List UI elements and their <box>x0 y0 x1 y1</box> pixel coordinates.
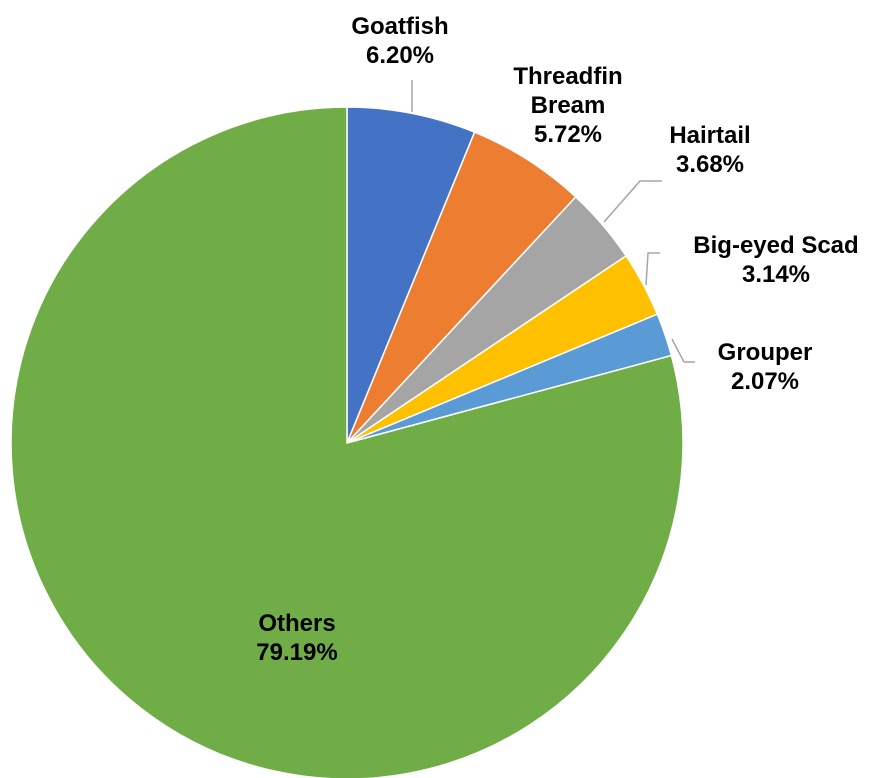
slice-label-others: Others 79.19% <box>256 610 337 666</box>
pie-slice-others <box>10 106 684 778</box>
pie-slice-goatfish <box>346 106 476 444</box>
slice-name: Big-eyed Scad <box>693 232 858 259</box>
slice-percent: 79.19% <box>256 639 337 666</box>
leader-lines <box>411 80 695 363</box>
leader-line-hairtail <box>603 180 662 223</box>
slice-percent: 6.20% <box>366 42 434 69</box>
slice-percent: 5.72% <box>534 121 602 148</box>
slice-percent: 3.14% <box>742 261 810 288</box>
slice-name: Grouper <box>718 339 813 366</box>
slice-label-hairtail: Hairtail 3.68% <box>669 122 750 178</box>
slice-name: Others <box>258 610 335 637</box>
slice-name: Threadfin <box>513 63 622 90</box>
slice-label-grouper: Grouper 2.07% <box>718 339 813 395</box>
leader-line-big-eyed-scad <box>645 252 660 286</box>
slice-name: Hairtail <box>669 122 750 149</box>
slice-name: Bream <box>531 92 606 119</box>
slice-percent: 2.07% <box>731 368 799 395</box>
slice-percent: 3.68% <box>676 151 744 178</box>
pie-slices <box>10 106 684 778</box>
slice-label-goatfish: Goatfish 6.20% <box>351 13 448 69</box>
slice-label-big-eyed-scad: Big-eyed Scad 3.14% <box>693 232 858 288</box>
slice-label-threadfin-bream: Threadfin Bream 5.72% <box>513 63 622 148</box>
slice-name: Goatfish <box>351 13 448 40</box>
slice-labels: Goatfish 6.20% Threadfin Bream 5.72% Hairtail… <box>256 13 858 666</box>
leader-line-grouper <box>671 338 695 363</box>
